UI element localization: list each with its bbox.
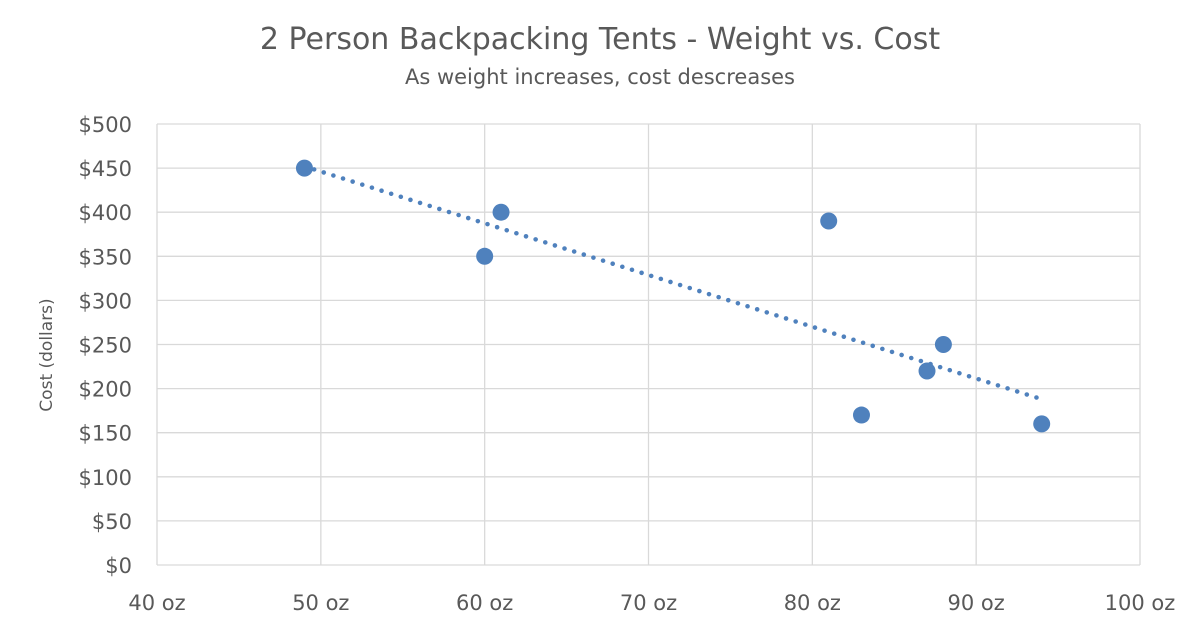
- y-tick-label: $400: [79, 201, 132, 225]
- chart-subtitle: As weight increases, cost descreases: [405, 65, 795, 89]
- x-tick-label: 80 oz: [784, 591, 841, 615]
- data-point: [295, 159, 313, 177]
- y-tick-label: $500: [79, 113, 132, 137]
- data-point: [1033, 415, 1051, 433]
- y-tick-label: $150: [79, 422, 132, 446]
- y-axis-ticks: $0 $50 $100 $150 $200 $250 $300 $350 $400 $450 $50…: [79, 113, 132, 578]
- y-tick-label: $300: [79, 289, 132, 313]
- x-tick-label: 70 oz: [620, 591, 677, 615]
- y-tick-label: $350: [79, 245, 132, 269]
- x-axis-ticks: 40 oz 50 oz 60 oz 70 oz 80 oz 90 oz 100 oz: [128, 591, 1175, 615]
- x-tick-label: 90 oz: [948, 591, 1005, 615]
- x-tick-label: 50 oz: [292, 591, 349, 615]
- x-tick-label: 40 oz: [128, 591, 185, 615]
- y-tick-label: $450: [79, 157, 132, 181]
- data-point: [918, 362, 936, 380]
- x-tick-label: 60 oz: [456, 591, 513, 615]
- y-tick-label: $200: [79, 378, 132, 402]
- data-point: [852, 406, 870, 424]
- data-point: [476, 247, 494, 265]
- data-points: [295, 159, 1051, 433]
- data-point: [934, 336, 952, 353]
- chart-title: 2 Person Backpacking Tents - Weight vs. …: [260, 22, 940, 57]
- y-tick-label: $0: [105, 554, 132, 578]
- y-tick-label: $50: [92, 510, 132, 534]
- y-tick-label: $100: [79, 466, 132, 490]
- x-tick-label: 100 oz: [1105, 591, 1176, 615]
- y-axis-title: Cost (dollars): [37, 298, 57, 411]
- trendline: [302, 164, 1044, 402]
- data-point: [492, 203, 510, 221]
- trendline-dotted: [302, 164, 1044, 402]
- grid: [156, 123, 1141, 566]
- data-point: [820, 212, 838, 230]
- y-tick-label: $250: [79, 334, 132, 358]
